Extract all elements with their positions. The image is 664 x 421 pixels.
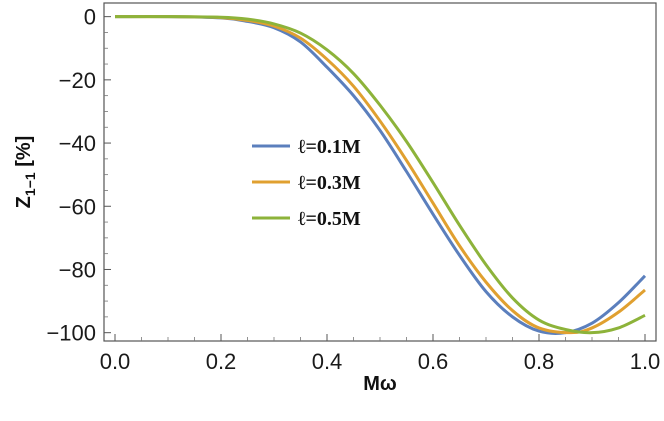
y-tick-label: −80 xyxy=(59,257,96,282)
y-axis-title: Z1−1 [%] xyxy=(13,136,38,209)
y-tick-label: −20 xyxy=(59,68,96,93)
x-tick-label: 1.0 xyxy=(630,349,661,374)
y-tick-label: −60 xyxy=(59,194,96,219)
y-tick-label: −40 xyxy=(59,131,96,156)
y-tick-label: −100 xyxy=(46,321,96,346)
y-axis-title-unit: [%] xyxy=(13,136,35,173)
series-line xyxy=(114,15,646,335)
series-line xyxy=(114,15,646,335)
y-axis: 0 −20 −40 −60 −80 −100 xyxy=(46,5,111,346)
x-tick-label: 0.2 xyxy=(206,349,237,374)
plot-frame xyxy=(103,2,657,342)
series-lines xyxy=(114,15,647,335)
x-tick-label: 0.8 xyxy=(524,349,555,374)
legend: ℓ=0.1M ℓ=0.3M ℓ=0.5M xyxy=(252,136,361,230)
x-tick-label: 0.0 xyxy=(100,349,131,374)
x-tick-label: 0.4 xyxy=(312,349,343,374)
y-axis-title-subscript: 1−1 xyxy=(22,172,38,196)
y-tick-label: 0 xyxy=(84,5,96,30)
x-axis-title: Mω xyxy=(363,373,397,395)
y-axis-title-main: Z xyxy=(13,196,35,208)
x-tick-label: 0.6 xyxy=(418,349,449,374)
legend-label: ℓ=0.3M xyxy=(298,172,361,194)
x-axis: 0.0 0.2 0.4 0.6 0.8 1.0 xyxy=(100,334,661,374)
series-line xyxy=(114,15,647,335)
legend-label: ℓ=0.5M xyxy=(298,208,361,230)
legend-label: ℓ=0.1M xyxy=(298,136,361,158)
